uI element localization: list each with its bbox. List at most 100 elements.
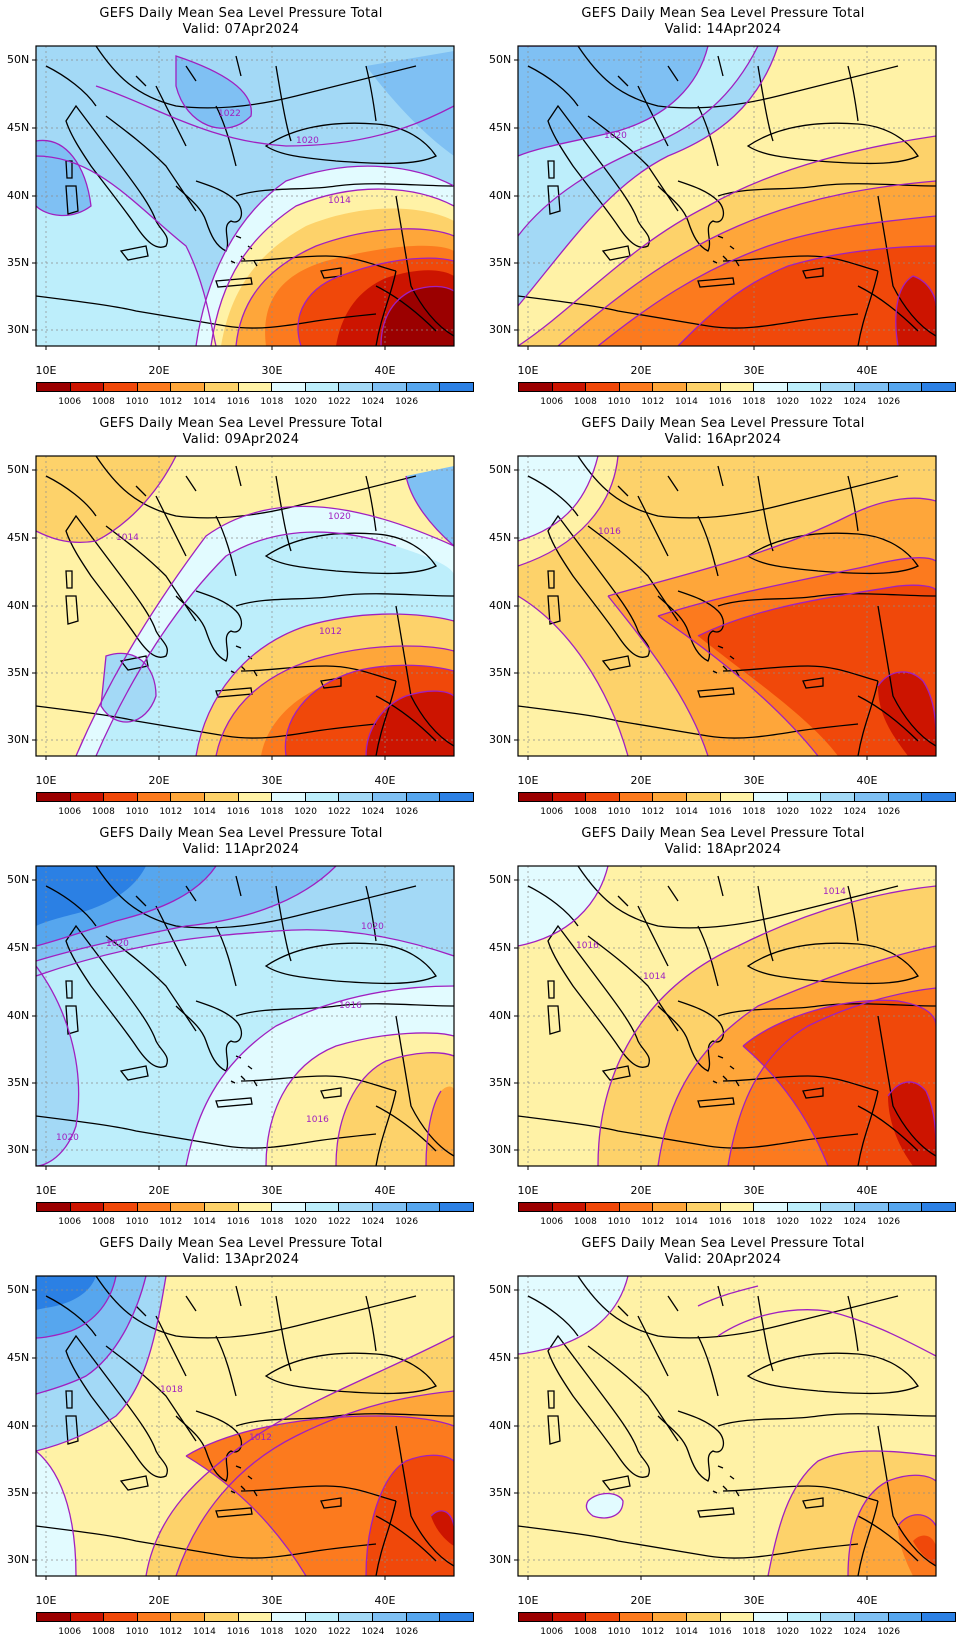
- coastline: [105, 1345, 197, 1442]
- coastline: [657, 1000, 725, 1072]
- latitude-label: 40N: [7, 599, 30, 612]
- coastline: [135, 875, 242, 907]
- coastline: [36, 1525, 377, 1559]
- pressure-fill-region: [36, 1276, 96, 1310]
- colorbar-swatch: [720, 1203, 755, 1211]
- colorbar-label: 1024: [843, 1217, 867, 1227]
- colorbar-swatch: [70, 793, 105, 801]
- colorbar-swatch: [339, 1203, 374, 1211]
- longitude-label: 10E: [35, 774, 57, 787]
- colorbar-label: 1016: [226, 1627, 250, 1637]
- isobar-label: 1020: [106, 939, 129, 949]
- longitude-label: 20E: [630, 1594, 652, 1607]
- coastline: [105, 525, 197, 622]
- colorbar-label: 1026: [877, 807, 901, 817]
- colorbar-swatch: [552, 1203, 587, 1211]
- colorbar-label: 1016: [708, 807, 732, 817]
- isobar-contour: [297, 257, 454, 346]
- colorbar-swatch: [37, 383, 71, 391]
- colorbar-swatch: [104, 1203, 138, 1211]
- isobar-contour: [265, 1032, 454, 1166]
- colorbar-swatch: [104, 1613, 138, 1621]
- panel-title: GEFS Daily Mean Sea Level Pressure Total: [99, 826, 383, 841]
- coastline: [65, 924, 168, 1068]
- colorbar-swatch: [720, 793, 755, 801]
- colorbar-swatch: [272, 1203, 306, 1211]
- coastline: [65, 1390, 73, 1409]
- longitude-label: 30E: [261, 1594, 283, 1607]
- coastline: [717, 1003, 936, 1017]
- isobar-contour: [877, 671, 936, 737]
- colorbar-swatch: [888, 793, 923, 801]
- colorbar-swatch: [272, 793, 306, 801]
- panel-title: GEFS Daily Mean Sea Level Pressure Total: [581, 6, 865, 21]
- longitude-label: 10E: [517, 774, 539, 787]
- isobar-label: 1016: [339, 1001, 362, 1011]
- isobar-contour: [36, 1276, 167, 1452]
- coastline: [95, 1276, 417, 1339]
- panel-title: GEFS Daily Mean Sea Level Pressure Total: [99, 1236, 383, 1251]
- longitude-label: 30E: [261, 1184, 283, 1197]
- isobar-contour: [518, 866, 609, 947]
- latitude-label: 35N: [7, 666, 30, 679]
- pressure-fill-region: [518, 596, 628, 756]
- coastline: [547, 185, 561, 215]
- coastline: [320, 1497, 342, 1509]
- colorbar-swatch: [70, 1203, 105, 1211]
- colorbar-swatch: [406, 383, 441, 391]
- coastline: [95, 46, 417, 109]
- colorbar-swatch: [339, 1613, 374, 1621]
- coastline: [215, 277, 253, 288]
- coastline: [547, 924, 650, 1068]
- coastline: [65, 595, 79, 625]
- colorbar-label: 1020: [776, 397, 799, 407]
- colorbar-label: 1012: [641, 1627, 665, 1637]
- longitude-label: 20E: [630, 1184, 652, 1197]
- pressure-fill-region: [586, 1493, 623, 1518]
- coastline: [657, 590, 725, 662]
- colorbar-swatch: [171, 383, 206, 391]
- colorbar-label: 1022: [809, 807, 833, 817]
- colorbar-swatch: [821, 793, 856, 801]
- coastline: [617, 465, 724, 497]
- isobar-contour: [36, 1276, 117, 1339]
- colorbar-label: 1020: [294, 807, 317, 817]
- coastline: [215, 515, 237, 577]
- pressure-fill-region: [678, 246, 936, 346]
- colorbar-label: 1006: [58, 1217, 82, 1227]
- coastline: [375, 680, 397, 756]
- colorbar-swatch: [37, 793, 71, 801]
- coastline: [275, 475, 292, 552]
- colorbar-label: 1014: [193, 807, 216, 817]
- colorbar-label: 1026: [877, 1627, 901, 1637]
- colorbar-swatch: [720, 1613, 755, 1621]
- colorbar-label: 1008: [91, 397, 115, 407]
- coastline: [36, 1115, 377, 1149]
- colorbar-swatch: [238, 793, 273, 801]
- colorbar-label: 1020: [776, 1217, 799, 1227]
- isobar-contour: [36, 866, 337, 962]
- colorbar-swatch: [305, 1203, 340, 1211]
- coastline: [235, 1003, 454, 1017]
- colorbar-label: 1006: [540, 397, 564, 407]
- colorbar-swatch: [70, 383, 105, 391]
- coastline: [65, 1334, 168, 1478]
- colorbar-label: 1006: [540, 1217, 564, 1227]
- colorbar-swatch: [888, 1613, 923, 1621]
- colorbar-label: 1006: [58, 1627, 82, 1637]
- panel-title: GEFS Daily Mean Sea Level Pressure Total: [99, 416, 383, 431]
- colorbar: [36, 382, 474, 392]
- colorbar-swatch: [171, 793, 206, 801]
- colorbar-swatch: [519, 1613, 553, 1621]
- coastline: [365, 65, 377, 122]
- colorbar-label: 1012: [159, 807, 183, 817]
- pressure-fill-region: [518, 46, 708, 156]
- colorbar: [518, 792, 956, 802]
- colorbar-swatch: [137, 383, 172, 391]
- coastline: [697, 687, 735, 698]
- colorbar-swatch: [440, 793, 473, 801]
- coastline: [547, 1005, 561, 1035]
- coastline: [275, 65, 292, 142]
- coastline: [119, 1065, 149, 1081]
- isobar-label: 1022: [218, 109, 241, 119]
